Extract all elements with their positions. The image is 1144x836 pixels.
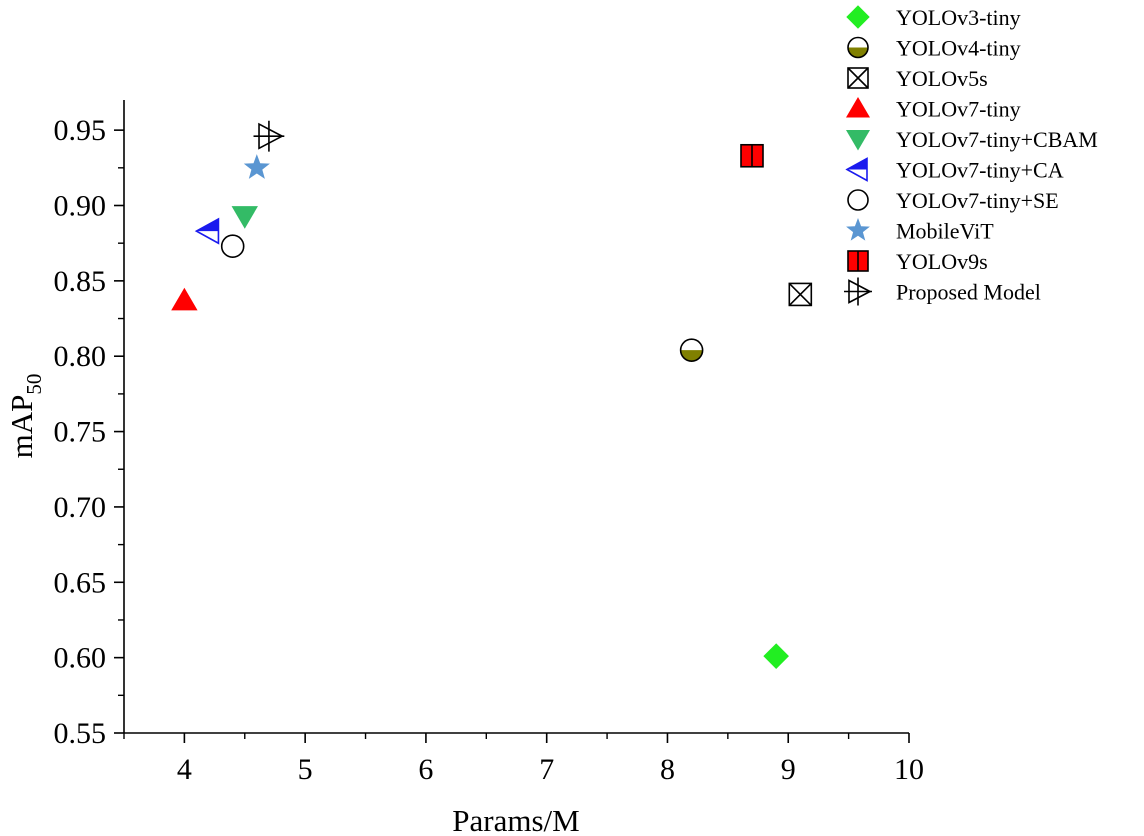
legend-item-yolov9s: YOLOv9s xyxy=(847,249,988,274)
legend-item-yolov3-tiny: YOLOv3-tiny xyxy=(846,5,1021,30)
y-ticks: 0.55 0.60 0.65 0.70 0.75 0.80 0.85 0.90 0.95 xyxy=(54,114,124,750)
axes xyxy=(123,100,909,734)
legend-marker xyxy=(846,5,870,29)
y-axis-title: mAP50 xyxy=(4,374,46,459)
y-tick-label: 0.55 xyxy=(54,717,107,750)
data-point-yolov9s xyxy=(740,143,764,168)
legend-marker xyxy=(846,218,870,241)
data-point-yolov5s xyxy=(788,282,813,307)
legend-label: YOLOv7-tiny xyxy=(896,97,1021,122)
y-tick-label: 0.65 xyxy=(54,566,107,599)
legend-marker xyxy=(845,157,868,182)
legend-item-proposed-model: Proposed Model xyxy=(844,277,1041,306)
x-tick-label: 5 xyxy=(298,753,313,786)
legend-marker xyxy=(847,36,869,59)
y-tick-label: 0.70 xyxy=(54,491,107,524)
x-axis-title: Params/M xyxy=(452,803,579,836)
legend-item-mobilevit: MobileViT xyxy=(846,218,994,244)
y-tick-label: 0.95 xyxy=(54,114,107,147)
legend-marker xyxy=(846,97,870,118)
x-tick-label: 8 xyxy=(660,753,675,786)
legend-label: MobileViT xyxy=(896,219,994,244)
x-ticks: 4 5 6 7 8 9 10 xyxy=(123,733,924,786)
legend-label: YOLOv7-tiny+SE xyxy=(896,188,1059,213)
legend-item-yolov4-tiny: YOLOv4-tiny xyxy=(847,36,1021,61)
x-tick-label: 9 xyxy=(781,753,796,786)
x-tick-label: 7 xyxy=(539,753,554,786)
data-markers xyxy=(171,120,813,669)
legend-item-yolov7-tiny: YOLOv7-tiny xyxy=(846,97,1021,122)
legend-item-yolov7-tiny-cbam: YOLOv7-tiny+CBAM xyxy=(846,127,1098,152)
y-tick-label: 0.60 xyxy=(54,642,107,675)
y-tick-label: 0.90 xyxy=(54,190,107,223)
legend-marker xyxy=(846,130,870,151)
legend-item-yolov7-tiny-se: YOLOv7-tiny+SE xyxy=(847,188,1059,213)
legend-label: YOLOv3-tiny xyxy=(896,5,1021,30)
data-point-yolov7-tiny-ca xyxy=(194,217,220,245)
data-point-yolov7-tiny-cbam xyxy=(231,206,258,229)
legend-label: YOLOv4-tiny xyxy=(896,36,1021,61)
legend-marker xyxy=(847,250,869,272)
legend-label: YOLOv7-tiny+CA xyxy=(896,158,1064,183)
x-tick-label: 4 xyxy=(177,753,192,786)
legend: YOLOv3-tiny YOLOv4-tiny YOLOv5s YOLOv7-tiny… xyxy=(844,5,1098,306)
data-point-yolov7-tiny xyxy=(171,287,198,311)
legend-marker xyxy=(844,277,872,306)
data-point-yolov3-tiny xyxy=(763,643,789,669)
legend-item-yolov7-tiny-ca: YOLOv7-tiny+CA xyxy=(845,157,1064,183)
y-tick-label: 0.85 xyxy=(54,265,107,298)
x-tick-label: 6 xyxy=(418,753,433,786)
legend-marker xyxy=(847,189,869,211)
legend-label: Proposed Model xyxy=(896,280,1041,305)
data-point-proposed-model xyxy=(253,120,285,152)
data-point-mobilevit xyxy=(243,154,270,179)
legend-label: YOLOv9s xyxy=(896,249,988,274)
legend-item-yolov5s: YOLOv5s xyxy=(847,66,988,91)
legend-label: YOLOv5s xyxy=(896,66,988,91)
y-tick-label: 0.75 xyxy=(54,416,107,449)
x-tick-label: 10 xyxy=(894,753,924,786)
data-point-yolov4-tiny xyxy=(679,338,704,362)
y-tick-label: 0.80 xyxy=(54,340,107,373)
legend-label: YOLOv7-tiny+CBAM xyxy=(896,127,1098,152)
y-axis-title-main: mAP xyxy=(4,395,39,459)
data-point-yolov7-tiny-se xyxy=(220,234,245,258)
y-axis-title-subscript: 50 xyxy=(22,374,46,395)
legend-marker xyxy=(847,67,869,89)
